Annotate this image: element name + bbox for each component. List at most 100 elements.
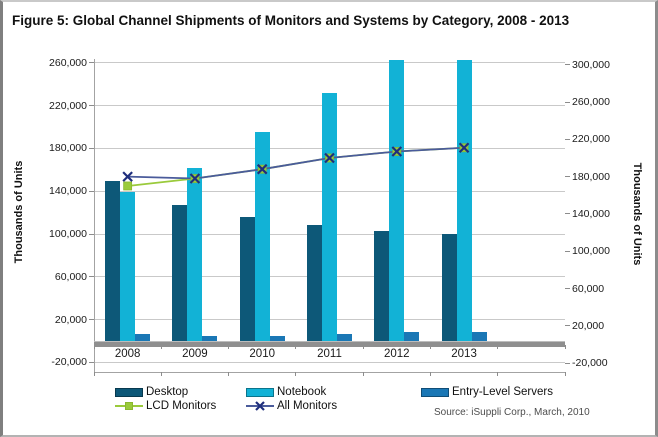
left-tick (89, 62, 94, 64)
bar-entry-level-servers-2012 (404, 332, 420, 341)
category-label-2008: 2008 (114, 348, 141, 360)
zero-band-tick (93, 345, 95, 349)
bar-notebook-2012 (389, 59, 405, 341)
right-axis-tick-label: 300,000 (572, 58, 610, 71)
legend-label-servers: Entry-Level Servers (452, 386, 553, 398)
left-axis-tick-label: -20,000 (51, 356, 87, 369)
zero-band-tick (362, 345, 364, 349)
bar-desktop-2011 (307, 225, 322, 341)
gridline (94, 361, 565, 363)
right-tick (565, 101, 570, 103)
zero-band-tick (564, 345, 566, 349)
left-tick (89, 361, 94, 363)
bar-entry-level-servers-2010 (269, 335, 285, 341)
right-tick (565, 325, 570, 327)
right-tick (565, 138, 570, 140)
left-tick (89, 147, 94, 149)
left-axis-line (94, 59, 95, 372)
left-axis-title: Thousands of Units (13, 160, 25, 264)
category-label-2009: 2009 (182, 348, 208, 360)
category-tick (362, 372, 364, 376)
legend-label-notebook: Notebook (277, 386, 327, 398)
chart-title: Figure 5: Global Channel Shipments of Mo… (12, 13, 570, 28)
line-series-overlay (122, 142, 470, 191)
category-tick (160, 372, 162, 376)
left-axis-tick-label: 20,000 (54, 313, 87, 326)
legend-label-lcd-monitors: LCD Monitors (146, 400, 217, 412)
x-marker-icon (255, 401, 265, 411)
right-tick (565, 362, 570, 364)
zero-band-tick (429, 345, 431, 349)
all-monitors-x-marker (256, 163, 268, 175)
right-tick (565, 213, 570, 215)
legend-swatch-servers (421, 388, 449, 397)
zero-band-tick (160, 345, 162, 349)
bar-notebook-2008 (120, 192, 136, 341)
all-monitors-x-marker (391, 146, 403, 157)
bar-entry-level-servers-2008 (135, 333, 151, 341)
left-axis-tick-label: 60,000 (54, 270, 87, 283)
category-label-2010: 2010 (249, 348, 275, 360)
right-axis-tick-label: 20,000 (572, 319, 605, 332)
bar-desktop-2012 (374, 230, 390, 341)
bar-entry-level-servers-2009 (202, 335, 218, 341)
all-monitors-x-marker (189, 173, 201, 184)
left-tick (89, 233, 94, 235)
category-axis-line (94, 372, 566, 373)
category-label-2012: 2012 (383, 348, 410, 360)
left-axis-tick-label: 100,000 (49, 228, 87, 240)
bar-notebook-2010 (254, 132, 270, 341)
left-axis-tick-label: 140,000 (49, 185, 87, 198)
zero-band-tick (228, 345, 230, 349)
left-tick (89, 105, 94, 107)
right-axis-tick-label: 180,000 (572, 170, 610, 183)
right-axis-title: Thousands of Units (631, 162, 643, 266)
lcd-square-marker (123, 181, 133, 191)
left-axis-tick-label: 180,000 (49, 142, 87, 155)
source-credit: Source: iSuppli Corp., March, 2010 (434, 407, 590, 418)
right-axis-tick-label: 260,000 (572, 96, 610, 109)
category-tick (228, 372, 230, 376)
bar-desktop-2009 (172, 205, 188, 341)
legend-label-desktop: Desktop (146, 386, 189, 398)
right-tick (565, 176, 570, 178)
lcd-square-marker-icon (125, 402, 133, 410)
category-label-2013: 2013 (451, 348, 477, 360)
category-tick (429, 372, 431, 376)
legend-label-all-monitors: All Monitors (277, 400, 338, 412)
category-tick (564, 372, 566, 376)
all-monitors-x-marker (324, 152, 335, 164)
right-tick (565, 64, 570, 66)
left-axis-tick-label: 260,000 (49, 56, 87, 69)
line-all-monitors (127, 146, 465, 180)
legend-swatch-desktop (115, 388, 143, 397)
bar-entry-level-servers-2011 (337, 333, 352, 341)
all-monitors-x-marker (458, 142, 470, 154)
right-axis-tick-label: -20,000 (572, 357, 608, 370)
zero-band-tick (295, 345, 297, 349)
left-tick (89, 190, 94, 192)
category-tick (93, 372, 95, 376)
right-axis-tick-label: 60,000 (572, 282, 605, 295)
category-tick (497, 372, 499, 376)
bar-desktop-2013 (441, 234, 457, 341)
bar-desktop-2008 (105, 180, 121, 341)
category-label-2011: 2011 (317, 348, 342, 360)
left-tick (89, 319, 94, 321)
right-axis-tick-label: 140,000 (572, 207, 610, 220)
line-lcd-monitors (127, 146, 465, 187)
bar-notebook-2009 (187, 167, 203, 341)
left-tick (89, 276, 94, 278)
legend-swatch-notebook (246, 388, 274, 397)
right-axis-tick-label: 220,000 (572, 133, 610, 146)
bar-desktop-2010 (239, 216, 255, 341)
right-tick (565, 288, 570, 290)
x-axis-band (94, 341, 565, 347)
left-axis-tick-label: 220,000 (49, 99, 87, 112)
bar-notebook-2013 (456, 59, 472, 341)
category-tick (295, 372, 297, 376)
zero-band-tick (497, 345, 499, 349)
right-axis-tick-label: 100,000 (572, 245, 610, 258)
bar-entry-level-servers-2013 (471, 332, 487, 341)
